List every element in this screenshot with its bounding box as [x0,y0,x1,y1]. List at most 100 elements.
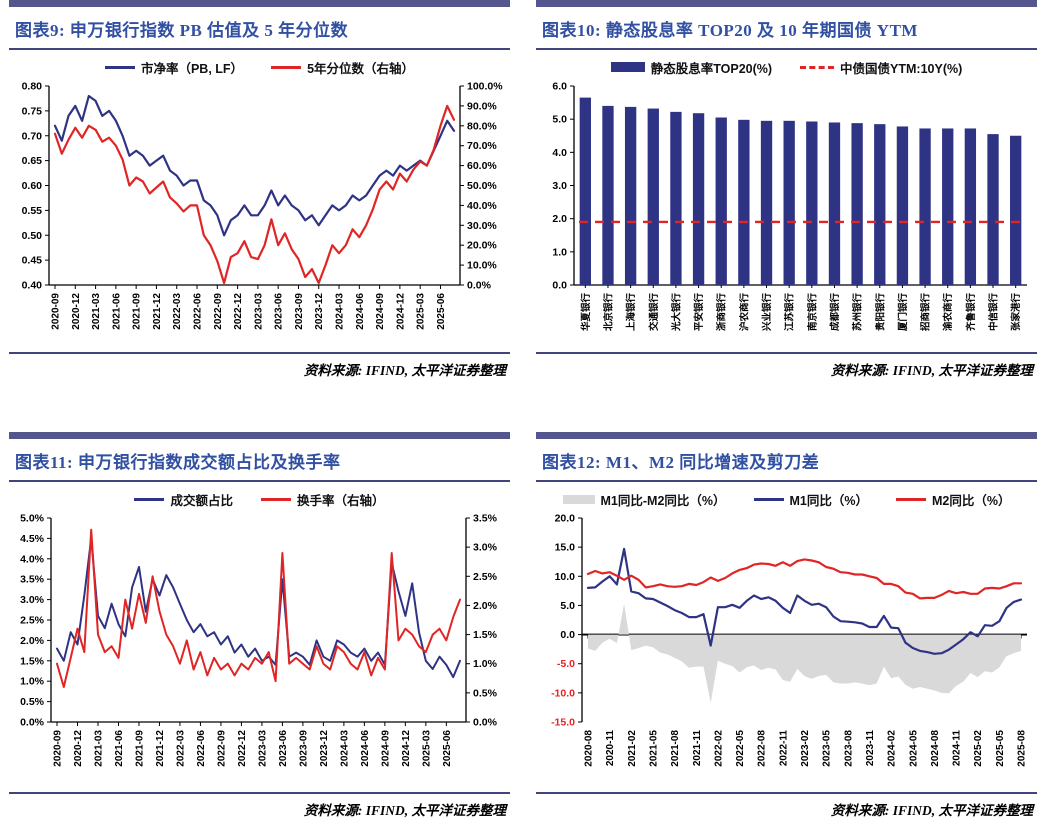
svg-text:齐鲁银行: 齐鲁银行 [965,293,977,333]
legend-label: M2同比（%） [932,493,1011,508]
chart-legend: M1同比-M2同比（%） M1同比（%） M2同比（%） [536,486,1037,512]
chart-legend: 成交额占比 换手率（右轴） [9,486,510,512]
svg-text:0.45: 0.45 [22,255,43,267]
svg-text:0.5%: 0.5% [473,687,498,699]
svg-text:2022-12: 2022-12 [233,293,244,330]
svg-text:2023-06: 2023-06 [274,293,285,330]
svg-text:2023-09: 2023-09 [294,293,305,330]
svg-text:2024-09: 2024-09 [380,730,391,767]
svg-text:15.0: 15.0 [555,542,576,554]
svg-text:-5.0: -5.0 [557,658,575,670]
legend-swatch-line [271,65,302,69]
legend-item: M2同比（%） [896,490,1010,509]
svg-text:2022-11: 2022-11 [778,730,789,767]
legend-item: 5年分位数（右轴） [271,58,414,77]
legend-swatch-line [104,65,135,69]
svg-text:上海银行: 上海银行 [625,293,637,332]
svg-text:2.5%: 2.5% [20,615,45,627]
svg-text:2024-11: 2024-11 [952,730,963,767]
legend-item: 换手率（右轴） [261,490,385,509]
legend-swatch-bar [610,62,645,72]
svg-text:2024-12: 2024-12 [401,730,412,767]
svg-text:-10.0: -10.0 [551,687,575,699]
svg-text:3.5%: 3.5% [473,513,498,525]
svg-text:2.5%: 2.5% [473,571,498,583]
dividend-yield-bar-chart: 0.0 1.0 2.0 3.0 4.0 5.0 6.0 华夏银行 北京银行 上海银行 交通银行 光大银… [552,81,1027,333]
svg-text:0.40: 0.40 [22,280,43,292]
svg-text:1.5%: 1.5% [473,629,498,641]
svg-text:2022-08: 2022-08 [757,730,768,767]
svg-text:2021-05: 2021-05 [648,730,659,767]
chart-title: 图表11: 申万银行指数成交额占比及换手率 [15,453,341,472]
svg-text:2021-02: 2021-02 [627,730,638,767]
svg-text:0.50: 0.50 [22,230,43,242]
svg-text:2022-12: 2022-12 [237,730,248,767]
svg-text:0.0%: 0.0% [20,717,45,729]
legend-label: 换手率（右轴） [297,493,385,508]
svg-text:4.0%: 4.0% [20,553,45,565]
svg-text:4.5%: 4.5% [20,533,45,545]
legend-label: 中债国债YTM:10Y(%) [840,61,963,76]
chart-legend: 静态股息率TOP20(%) 中债国债YTM:10Y(%) [536,54,1037,80]
legend-label: 5年分位数（右轴） [307,61,415,76]
svg-text:交通银行: 交通银行 [648,293,660,332]
legend-label: M1同比（%） [789,493,868,508]
svg-text:-15.0: -15.0 [551,717,575,729]
block-header-bar [9,0,510,7]
svg-text:2020-12: 2020-12 [73,730,84,767]
svg-text:2024-08: 2024-08 [930,730,941,767]
svg-text:4.0: 4.0 [552,147,567,159]
svg-text:5.0: 5.0 [560,600,575,612]
svg-text:2020-11: 2020-11 [605,730,616,767]
svg-text:0.0%: 0.0% [473,717,498,729]
svg-text:1.0: 1.0 [552,246,567,258]
divider [9,352,510,354]
legend-item: 静态股息率TOP20(%) [610,58,772,77]
svg-text:兴业银行: 兴业银行 [761,293,773,332]
source-note: 资料来源: IFIND, 太平洋证券整理 [830,363,1033,378]
svg-text:2024-02: 2024-02 [887,730,898,767]
svg-text:40.0%: 40.0% [467,200,497,212]
m1-m2-line-chart: -15.0 -10.0 -5.0 0.0 5.0 10.0 15.0 20.0 2020-08 2… [551,513,1027,767]
svg-text:30.0%: 30.0% [467,220,497,232]
svg-text:2023-03: 2023-03 [257,730,268,767]
svg-text:沪农商行: 沪农商行 [738,293,750,332]
svg-text:2024-05: 2024-05 [908,730,919,767]
svg-text:0.0%: 0.0% [467,280,492,292]
svg-text:1.5%: 1.5% [20,655,45,667]
pb-valuation-line-chart: 0.40 0.45 0.50 0.55 0.60 0.65 0.70 0.75 0.80 0.0%… [22,81,504,330]
svg-text:10.0: 10.0 [555,571,576,583]
svg-text:2023-09: 2023-09 [298,730,309,767]
legend-item: M1同比-M2同比（%） [562,490,726,509]
svg-text:2021-12: 2021-12 [152,293,163,330]
svg-text:2021-03: 2021-03 [91,293,102,330]
svg-text:5.0: 5.0 [552,114,567,126]
svg-text:中信银行: 中信银行 [988,293,1000,332]
legend-item: M1同比（%） [753,490,868,509]
divider [536,480,1037,482]
svg-text:2024-12: 2024-12 [395,293,406,330]
chart-title: 图表12: M1、M2 同比增速及剪刀差 [542,453,820,472]
legend-label: 成交额占比 [170,493,233,508]
svg-text:2023-03: 2023-03 [253,293,264,330]
source-note: 资料来源: IFIND, 太平洋证券整理 [830,803,1033,818]
svg-text:90.0%: 90.0% [467,100,497,112]
svg-text:2021-12: 2021-12 [155,730,166,767]
svg-text:成都银行: 成都银行 [829,293,841,332]
svg-text:2021-03: 2021-03 [93,730,104,767]
svg-text:0.65: 0.65 [22,155,43,167]
svg-text:2022-03: 2022-03 [172,293,183,330]
legend-label: M1同比-M2同比（%） [600,493,726,508]
svg-text:南京银行: 南京银行 [806,293,818,332]
svg-text:2022-02: 2022-02 [713,730,724,767]
divider [536,48,1037,50]
svg-text:2022-09: 2022-09 [213,293,224,330]
svg-text:光大银行: 光大银行 [670,293,682,333]
svg-text:2020-09: 2020-09 [51,293,62,330]
svg-text:10.0%: 10.0% [467,260,497,272]
chart-block-dividend-yield: 图表10: 静态股息率 TOP20 及 10 年期国债 YTM 静态股息率TOP… [536,0,1037,379]
block-header-bar [536,432,1037,439]
legend-item: 成交额占比 [134,490,233,509]
legend-swatch-area [562,494,595,504]
source-note: 资料来源: IFIND, 太平洋证券整理 [303,363,506,378]
